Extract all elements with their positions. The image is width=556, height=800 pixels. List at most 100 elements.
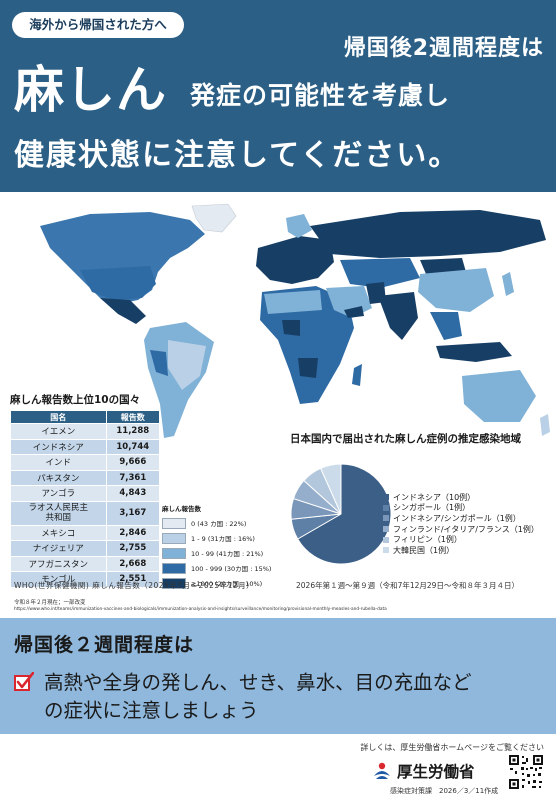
map-madagascar xyxy=(352,364,362,386)
table-row: パキスタン 7,361 xyxy=(10,469,161,486)
country-cell: イエメン xyxy=(10,423,107,440)
country-line1: ラオス人民民主 xyxy=(28,503,89,513)
legend-label: 0 (43 カ国 : 22%) xyxy=(191,520,247,528)
symptom-line2: の症状に注意しましょう xyxy=(44,699,259,722)
country-cell: アフガニスタン xyxy=(10,555,107,572)
map-europe xyxy=(256,236,334,284)
map-india xyxy=(378,292,418,340)
count-cell: 7,361 xyxy=(105,469,161,486)
map-africa xyxy=(260,286,354,404)
footer-details: 詳しくは、厚生労働省ホームページをご覧ください xyxy=(360,743,544,752)
legend-item: 100 - 999 (30カ国 : 15%) xyxy=(162,561,282,575)
map-mongolia xyxy=(420,258,466,274)
japan-legend-swatch xyxy=(383,504,389,511)
count-cell: 10,744 xyxy=(105,438,161,455)
japan-legend-swatch xyxy=(383,494,389,501)
legend-title: 麻しん報告数 xyxy=(162,505,201,513)
japan-legend-label: インドネシア（10例） xyxy=(393,492,476,502)
top10-title: 麻しん報告数上位10の国々 xyxy=(10,394,141,406)
count-cell: 3,167 xyxy=(105,500,161,526)
pie-slice-5 xyxy=(320,463,342,515)
japan-legend-item: インドネシア（10例） xyxy=(383,492,555,503)
symptom-line1: 高熱や全身の発しん、せき、鼻水、目の充血など xyxy=(44,671,472,694)
legend-swatch xyxy=(162,547,186,559)
map-north-africa xyxy=(264,290,322,314)
table-row: インドネシア 10,744 xyxy=(10,438,161,455)
map-australia xyxy=(462,370,536,422)
country-cell: インド xyxy=(10,454,107,471)
table-row: ナイジェリア 2,755 xyxy=(10,540,161,557)
header-line1: 帰国後2週間程度は xyxy=(343,36,544,61)
table-row: イエメン 11,288 xyxy=(10,423,161,440)
japan-legend-item: 大韓民国（1例） xyxy=(383,545,555,556)
count-cell: 9,666 xyxy=(105,454,161,471)
map-pakistan xyxy=(366,282,386,304)
symptom-box-title: 帰国後２週間程度は xyxy=(14,634,195,656)
checkbox-icon xyxy=(14,672,34,691)
legend-item: 1 - 9 (31カ国 : 16%) xyxy=(162,531,282,545)
legend-item: 0 (43 カ国 : 22%) xyxy=(162,516,282,530)
country-cell: インドネシア xyxy=(10,438,107,455)
map-scandinavia xyxy=(286,214,312,238)
source-url: https://www.who.int/teams/immunization-v… xyxy=(14,607,387,612)
top10-panel: 麻しん報告数上位10の国々 国名 報告数 イエメン 11,288 インドネシア 10… xyxy=(10,392,161,588)
map-usa xyxy=(80,266,156,300)
header-subline: 発症の可能性を考慮し xyxy=(190,81,451,110)
table-row: アフガニスタン 2,668 xyxy=(10,555,161,572)
legend-item: ≧1000 (20カ国 : 10%) xyxy=(162,576,282,590)
map-legend: 麻しん報告数 0 (43 カ国 : 22%) 1 - 9 (31カ国 : 16%… xyxy=(162,503,282,591)
count-cell: 4,843 xyxy=(105,485,161,502)
map-yemen xyxy=(344,306,364,318)
map-central-asia xyxy=(340,258,420,288)
country-cell: パキスタン xyxy=(10,469,107,486)
world-map xyxy=(40,203,550,438)
logo-text: 厚生労働省 xyxy=(397,763,475,781)
map-china xyxy=(418,268,494,312)
japan-legend-label: フィンランド/イタリア/フランス（1例） xyxy=(393,524,539,534)
count-cell: 2,668 xyxy=(105,555,161,572)
mhlw-emblem-icon xyxy=(374,762,390,779)
legend-swatch xyxy=(162,577,186,589)
qr-code-icon[interactable] xyxy=(508,754,544,790)
mhlw-logo: 厚生労働省 xyxy=(371,759,493,783)
legend-item: 10 - 99 (41カ国 : 21%) xyxy=(162,546,282,560)
table-row: ラオス人民民主 共和国 3,167 xyxy=(10,500,161,526)
japan-legend-item: シンガポール（1例） xyxy=(383,503,555,514)
legend-label: 10 - 99 (41カ国 : 21%) xyxy=(191,550,264,558)
table-row: メキシコ 2,846 xyxy=(10,524,161,541)
japan-period: 2026年第１週～第９週（令和7年12月29日～令和８年３月４日） xyxy=(296,581,519,590)
legend-swatch xyxy=(162,517,186,529)
table-row: インド 9,666 xyxy=(10,454,161,471)
map-southeast-asia xyxy=(430,312,462,340)
map-peru xyxy=(150,350,168,376)
country-cell: メキシコ xyxy=(10,524,107,541)
table-row: モンゴル 2,551 xyxy=(10,571,161,588)
header-measles: 麻しん xyxy=(14,61,167,119)
col-count: 報告数 xyxy=(105,410,161,424)
count-cell: 2,551 xyxy=(105,571,161,588)
japan-legend-item: フィンランド/イタリア/フランス（1例） xyxy=(383,524,555,535)
country-cell: ナイジェリア xyxy=(10,540,107,557)
footer-department: 感染症対策課 2026／3／11作成 xyxy=(390,787,499,795)
legend-label: ≧1000 (20カ国 : 10%) xyxy=(191,580,263,588)
country-cell: モンゴル xyxy=(10,571,107,588)
map-mexico xyxy=(100,298,146,324)
japan-pie-legend: インドネシア（10例） シンガポール（1例） インドネシア/シンガポール（1例）… xyxy=(383,492,555,556)
japan-legend-swatch xyxy=(383,536,389,543)
japan-panel-title: 日本国内で届出された麻しん症例の推定感染地域 xyxy=(290,433,521,445)
country-line2: 共和国 xyxy=(45,513,72,523)
legend-swatch xyxy=(162,562,186,574)
map-japan xyxy=(502,272,514,296)
table-row: アンゴラ 4,843 xyxy=(10,485,161,502)
country-cell: アンゴラ xyxy=(10,485,107,502)
count-cell: 2,755 xyxy=(105,540,161,557)
japan-legend-item: インドネシア/シンガポール（1例） xyxy=(383,513,555,524)
japan-legend-swatch xyxy=(383,515,389,522)
map-indonesia xyxy=(436,342,512,362)
audience-pill: 海外から帰国された方へ xyxy=(12,12,184,38)
map-north-america xyxy=(40,212,205,304)
japan-legend-label: 大韓民国（1例） xyxy=(393,545,455,555)
legend-label: 1 - 9 (31カ国 : 16%) xyxy=(191,535,255,543)
source-note: 令和８年２月現在；一部改変 xyxy=(14,600,86,606)
country-cell: ラオス人民民主 共和国 xyxy=(10,500,107,526)
